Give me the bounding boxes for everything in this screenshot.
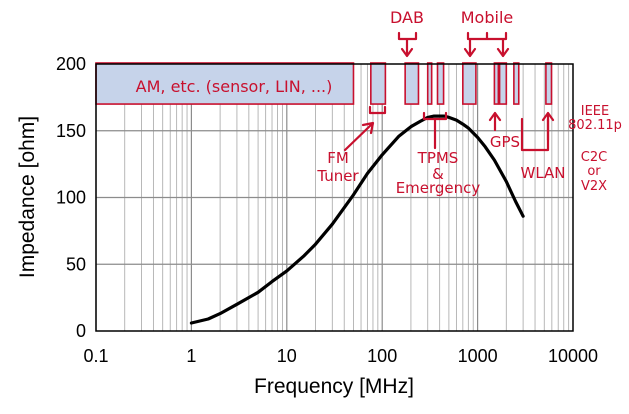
grid <box>95 64 573 331</box>
wlan-label: WLAN <box>520 164 565 182</box>
band-c2c <box>545 62 553 105</box>
x-tick-label: 10000 <box>548 346 598 366</box>
dab-arrow-head <box>400 47 414 58</box>
or-label: or <box>587 164 601 179</box>
band-dab <box>404 62 420 105</box>
x-tick-label: 1 <box>186 346 196 366</box>
emergency-label: Emergency <box>396 179 481 197</box>
x-axis-label: Frequency [MHz] <box>254 375 414 398</box>
x-tick-label: 10 <box>277 346 297 366</box>
c2c-label: C2C <box>581 150 607 165</box>
fm-label: FM <box>327 149 349 167</box>
tuner-label: Tuner <box>316 167 359 185</box>
gps-arrow <box>488 111 502 132</box>
dab-bracket <box>397 31 418 57</box>
tpms-label: TPMS <box>417 149 459 167</box>
callouts <box>343 31 555 152</box>
mobile-bracket <box>466 31 508 41</box>
x-tick-labels: 0.1 1 10 100 1000 10000 <box>83 346 598 366</box>
x-tick-label: 100 <box>367 346 397 366</box>
band-mobile-3 <box>498 62 508 105</box>
fm-arrow <box>343 121 375 152</box>
impedance-curve <box>189 114 525 325</box>
gps-label: GPS <box>490 133 520 151</box>
mobile-arrow-right <box>496 38 510 58</box>
fm-bracket <box>368 105 387 115</box>
y-tick-labels: 0 50 100 150 200 <box>56 54 86 341</box>
ieee-label: IEEE <box>581 104 609 119</box>
frequency-bands <box>95 62 553 105</box>
v2x-label: V2X <box>581 179 607 194</box>
y-tick-label: 150 <box>56 121 86 141</box>
mobile-label: Mobile <box>461 8 513 27</box>
band-mobile-2 <box>493 62 500 105</box>
dab-label: DAB <box>390 8 424 27</box>
mobile-arrow-left <box>463 38 477 58</box>
x-tick-label: 1000 <box>458 346 498 366</box>
tpms-ampersand: & <box>432 165 444 183</box>
band-mobile-1 <box>462 62 477 105</box>
band-fm <box>370 62 387 105</box>
y-tick-label: 200 <box>56 54 86 74</box>
am-band-label: AM, etc. (sensor, LIN, ...) <box>136 77 333 96</box>
c2c-arrow <box>541 111 555 142</box>
y-axis-label: Impedance [ohm] <box>16 116 39 278</box>
ieee-80211p-label: 802.11p <box>568 118 622 133</box>
x-tick-label: 0.1 <box>83 346 108 366</box>
y-tick-label: 100 <box>56 188 86 208</box>
band-tpms-2 <box>436 62 445 105</box>
band-tpms-1 <box>426 62 433 105</box>
tpms-bracket <box>422 111 448 150</box>
plot-frame <box>95 63 574 332</box>
y-tick-label: 0 <box>76 321 86 341</box>
band-am <box>95 62 355 105</box>
band-wlan <box>513 62 520 105</box>
annotations: AM, etc. (sensor, LIN, ...) DAB Mobile F… <box>136 8 622 197</box>
y-tick-label: 50 <box>66 254 86 274</box>
